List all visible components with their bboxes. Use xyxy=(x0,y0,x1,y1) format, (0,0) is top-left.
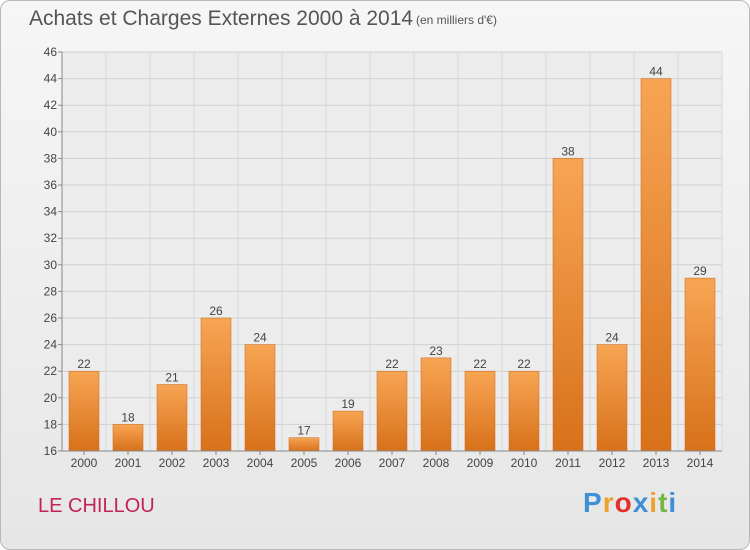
y-tick-label: 16 xyxy=(44,444,58,458)
x-tick-label: 2012 xyxy=(599,456,626,470)
proxiti-logo: Proxiti xyxy=(583,487,677,519)
x-tick-label: 2008 xyxy=(423,456,450,470)
data-label: 22 xyxy=(473,357,487,371)
y-tick-label: 46 xyxy=(44,45,58,59)
x-tick-label: 2011 xyxy=(555,456,581,470)
x-tick-label: 2013 xyxy=(643,456,670,470)
bar xyxy=(684,277,716,452)
x-tick-label: 2009 xyxy=(467,456,494,470)
bar xyxy=(156,384,188,452)
x-tick-label: 2007 xyxy=(379,456,406,470)
logo-letter: i xyxy=(649,487,659,518)
x-tick-label: 2014 xyxy=(687,456,714,470)
data-label: 21 xyxy=(165,371,179,385)
x-tick-label: 2003 xyxy=(203,456,230,470)
y-tick-label: 18 xyxy=(44,417,58,431)
x-tick-label: 2002 xyxy=(159,456,186,470)
logo-letter: o xyxy=(614,487,633,518)
bar xyxy=(596,344,628,452)
bar xyxy=(244,344,276,452)
y-tick-label: 42 xyxy=(44,98,58,112)
logo-letter: i xyxy=(668,487,678,518)
y-tick-label: 44 xyxy=(44,72,58,86)
x-tick-label: 2006 xyxy=(335,456,362,470)
data-label: 23 xyxy=(429,344,443,358)
logo-letter: x xyxy=(632,487,650,518)
bar xyxy=(200,317,232,452)
location-name: LE CHILLOU xyxy=(38,495,155,517)
logo-letter: t xyxy=(658,487,669,518)
data-label: 29 xyxy=(693,264,707,278)
bar xyxy=(464,370,496,452)
bar xyxy=(420,357,452,452)
y-tick-label: 22 xyxy=(44,364,58,378)
y-tick-label: 30 xyxy=(44,258,58,272)
bar xyxy=(508,370,540,452)
x-tick-label: 2010 xyxy=(511,456,538,470)
y-tick-label: 40 xyxy=(44,125,58,139)
bar xyxy=(376,370,408,452)
y-tick-label: 38 xyxy=(44,151,58,165)
data-label: 22 xyxy=(77,357,91,371)
bar xyxy=(332,410,364,452)
data-label: 18 xyxy=(121,410,135,424)
data-label: 19 xyxy=(341,397,355,411)
data-label: 17 xyxy=(297,424,311,438)
x-tick-label: 2000 xyxy=(71,456,98,470)
data-label: 38 xyxy=(561,144,575,158)
y-tick-label: 20 xyxy=(44,391,58,405)
bar xyxy=(112,424,144,452)
data-label: 22 xyxy=(517,357,531,371)
data-label: 24 xyxy=(253,331,267,345)
chart-title: Achats et Charges Externes 2000 à 2014 xyxy=(29,7,414,30)
y-tick-label: 34 xyxy=(44,205,58,219)
bar xyxy=(288,437,320,452)
y-tick-label: 26 xyxy=(44,311,58,325)
data-label: 44 xyxy=(649,65,663,79)
bar xyxy=(640,78,672,452)
bar xyxy=(68,370,100,452)
logo-letter: P xyxy=(583,487,603,518)
chart-subtitle: (en milliers d'€) xyxy=(416,13,497,27)
x-tick-label: 2001 xyxy=(115,456,142,470)
y-tick-label: 28 xyxy=(44,284,58,298)
x-tick-label: 2004 xyxy=(247,456,274,470)
logo-letter: r xyxy=(602,487,615,518)
x-tick-label: 2005 xyxy=(291,456,318,470)
data-label: 24 xyxy=(605,331,619,345)
data-label: 22 xyxy=(385,357,399,371)
y-tick-label: 32 xyxy=(44,231,58,245)
data-label: 26 xyxy=(209,304,223,318)
y-tick-label: 24 xyxy=(44,338,58,352)
bar xyxy=(552,158,584,452)
y-tick-label: 36 xyxy=(44,178,58,192)
